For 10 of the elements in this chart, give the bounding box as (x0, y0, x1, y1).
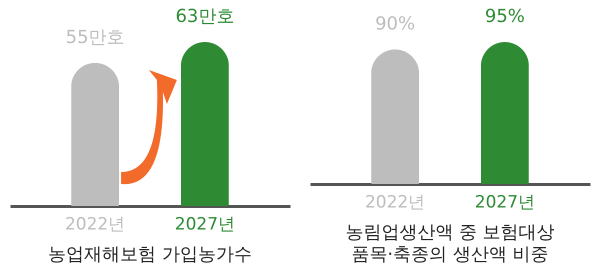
x-tick-label: 2027년 (174, 214, 236, 234)
data-label: 63만호 (175, 6, 234, 27)
text: 농림업생산액 중 보험대상 품목·축종의 생산액 비중 (345, 222, 555, 265)
data-label: 95% (484, 6, 525, 27)
x-tick-label: 2022년 (364, 192, 426, 212)
x-tick-label: 2022년 (64, 214, 126, 234)
data-label: 90% (375, 13, 416, 34)
text: 농업재해보험 가입농가수 (48, 244, 252, 265)
data-label: 55만호 (66, 26, 125, 48)
x-tick-label: 2027년 (474, 192, 536, 212)
